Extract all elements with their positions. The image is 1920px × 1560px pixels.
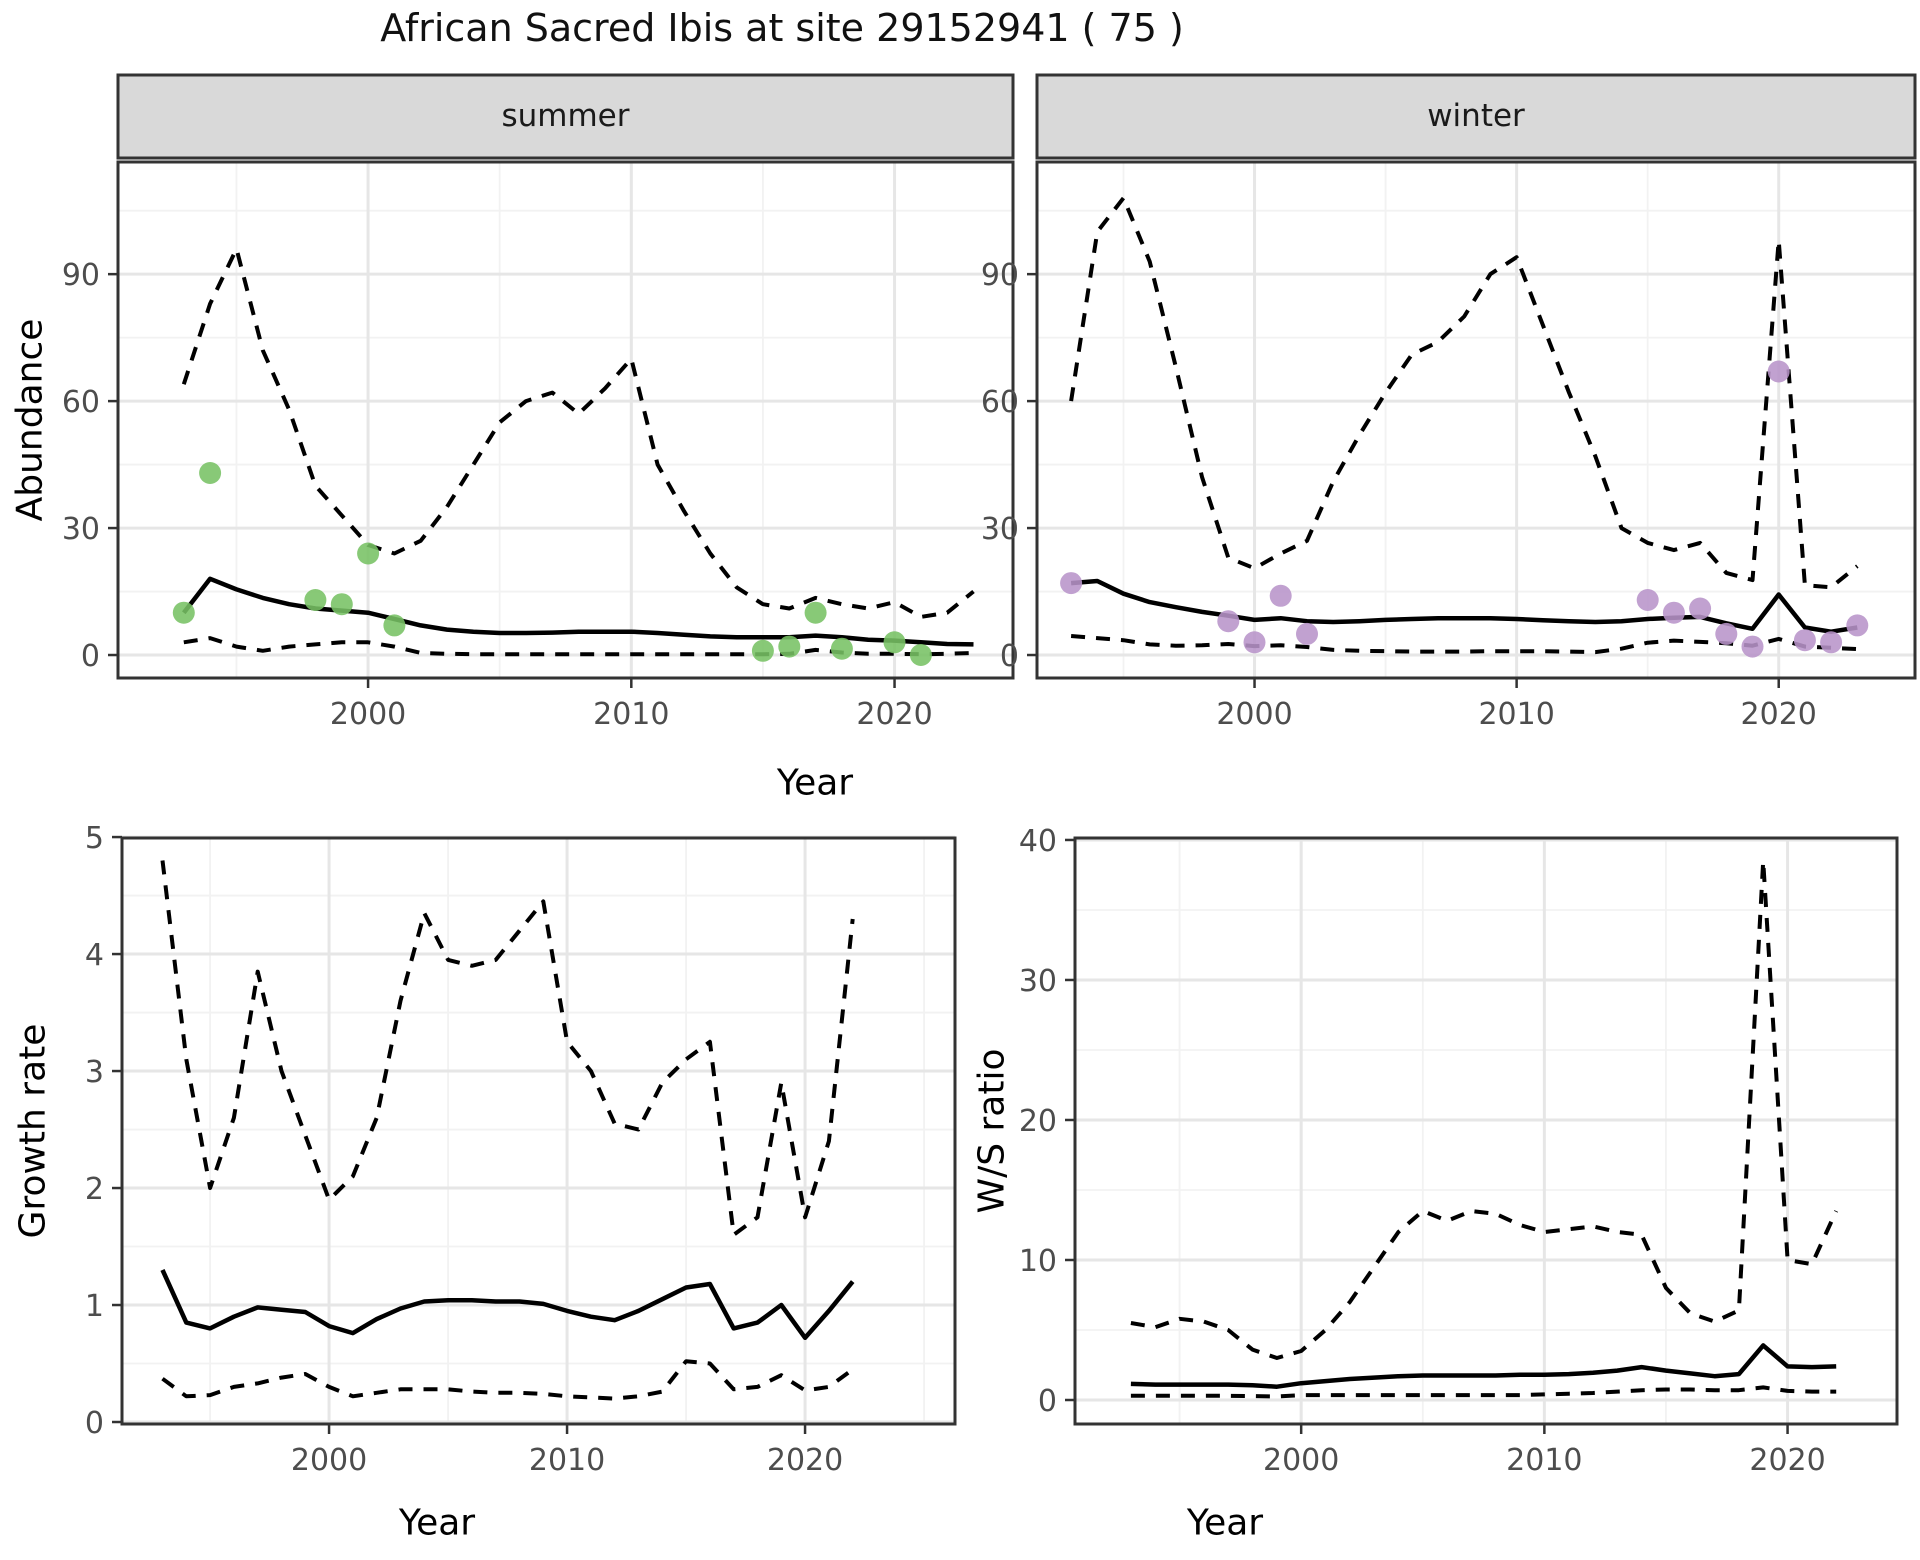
- ws_ratio-fit-line: [1130, 1343, 1837, 1389]
- abundance_summer-observed-point: [357, 542, 380, 565]
- abundance_summer-y-tick-label: 30: [62, 512, 100, 547]
- ws_ratio-x-tick-label: 2010: [1506, 1443, 1582, 1478]
- abundance_winter-upper_ci-line: [1069, 196, 1859, 590]
- abundance_summer-observed-point: [172, 601, 195, 624]
- abundance_winter-observed-point: [1662, 601, 1685, 624]
- ws_ratio-upper_ci-line: [1130, 859, 1839, 1360]
- abundance_winter-observed-point: [1217, 610, 1240, 633]
- abundance_winter-observed-point: [1243, 631, 1266, 654]
- abundance_summer-panel-border: [116, 160, 1015, 680]
- y-axis-title-ws-ratio: W/S ratio: [971, 1048, 1013, 1214]
- ws_ratio-y-tick-label: 30: [1019, 964, 1057, 999]
- ws_ratio-y-tick-label: 10: [1019, 1244, 1057, 1279]
- ws_ratio-panel-border: [1073, 836, 1899, 1426]
- abundance_winter-observed-point: [1820, 631, 1843, 654]
- growth_rate-y-tick-label: 2: [85, 1172, 104, 1207]
- y-axis-title-abundance: Abundance: [9, 318, 51, 522]
- abundance_summer-y-tick-label: 90: [62, 258, 100, 293]
- abundance_summer-observed-point: [883, 631, 906, 654]
- abundance_summer-y-tick-label: 60: [62, 385, 100, 420]
- y-axis-title-growth-rate: Growth rate: [12, 1023, 54, 1239]
- abundance_summer-observed-point: [330, 593, 353, 616]
- ws_ratio-panel-background: [1075, 838, 1897, 1424]
- abundance_summer-panel-background: [118, 162, 1013, 678]
- x-axis-title-year-ws: Year: [1186, 1502, 1264, 1544]
- abundance_summer-observed-point: [751, 639, 774, 662]
- abundance_summer-x-tick-label: 2020: [856, 697, 932, 732]
- abundance_winter-observed-point: [1741, 635, 1764, 658]
- abundance_winter-y-tick-label: 30: [981, 512, 1019, 547]
- abundance_summer-observed-point: [778, 635, 801, 658]
- ws_ratio-lower_ci-line: [1130, 1385, 1837, 1399]
- growth_rate-y-tick-label: 5: [85, 821, 104, 856]
- abundance_winter-observed-point: [1636, 589, 1659, 611]
- facet-strip-label-winter: winter: [1427, 98, 1525, 134]
- abundance_winter-panel-border: [1035, 160, 1917, 680]
- abundance_winter-facet-strip: [1035, 73, 1917, 160]
- abundance_winter-observed-point: [1846, 614, 1869, 637]
- growth_rate-x-tick-label: 2010: [529, 1443, 605, 1478]
- ws_ratio-x-tick-label: 2020: [1749, 1443, 1825, 1478]
- growth_rate-fit-line: [160, 1268, 855, 1341]
- abundance_winter-y-tick-label: 60: [981, 385, 1019, 420]
- ws_ratio-x-tick-label: 2000: [1263, 1443, 1339, 1478]
- ws_ratio-y-tick-label: 20: [1019, 1104, 1057, 1139]
- x-axis-title-year-growth: Year: [398, 1502, 476, 1544]
- growth_rate-x-tick-label: 2020: [767, 1443, 843, 1478]
- abundance_summer-x-tick-label: 2000: [330, 697, 406, 732]
- growth_rate-y-tick-label: 3: [85, 1055, 104, 1090]
- abundance_winter-y-tick-label: 90: [981, 258, 1019, 293]
- abundance_winter-observed-point: [1767, 360, 1790, 383]
- abundance_winter-observed-point: [1715, 622, 1738, 645]
- abundance_winter-observed-point: [1269, 584, 1292, 607]
- abundance_winter-y-tick-label: 0: [1000, 639, 1019, 674]
- abundance_summer-observed-point: [199, 462, 222, 484]
- abundance_winter-observed-point: [1689, 597, 1712, 620]
- abundance_winter-observed-point: [1060, 572, 1083, 595]
- abundance_winter-x-tick-label: 2010: [1478, 697, 1554, 732]
- abundance_winter-observed-point: [1296, 622, 1318, 645]
- growth_rate-y-tick-label: 1: [85, 1289, 104, 1324]
- abundance_winter-observed-point: [1793, 629, 1816, 652]
- growth_rate-x-tick-label: 2000: [291, 1443, 367, 1478]
- abundance_summer-observed-point: [383, 614, 406, 637]
- abundance_summer-observed-point: [909, 644, 932, 666]
- growth_rate-lower_ci-line: [161, 1359, 854, 1401]
- abundance_summer-facet-strip: [116, 73, 1015, 160]
- facet-strip-label-summer: summer: [501, 98, 630, 134]
- growth_rate-y-tick-label: 0: [85, 1406, 104, 1441]
- x-axis-title-year-top: Year: [776, 762, 854, 804]
- abundance_winter-x-tick-label: 2000: [1216, 697, 1292, 732]
- growth_rate-panel-background: [122, 838, 955, 1424]
- ws_ratio-y-tick-label: 0: [1038, 1384, 1057, 1419]
- abundance_summer-observed-point: [830, 637, 853, 660]
- abundance_summer-observed-point: [304, 589, 327, 611]
- abundance_summer-y-tick-label: 0: [81, 639, 100, 674]
- abundance_summer-observed-point: [804, 601, 827, 624]
- abundance_winter-x-tick-label: 2020: [1741, 697, 1817, 732]
- growth_rate-upper_ci-line: [160, 860, 855, 1237]
- growth_rate-panel-border: [120, 836, 957, 1426]
- chart-title: African Sacred Ibis at site 29152941 ( 7…: [380, 6, 1184, 50]
- ws_ratio-y-tick-label: 40: [1019, 824, 1057, 859]
- growth_rate-y-tick-label: 4: [85, 938, 104, 973]
- abundance_summer-x-tick-label: 2010: [593, 697, 669, 732]
